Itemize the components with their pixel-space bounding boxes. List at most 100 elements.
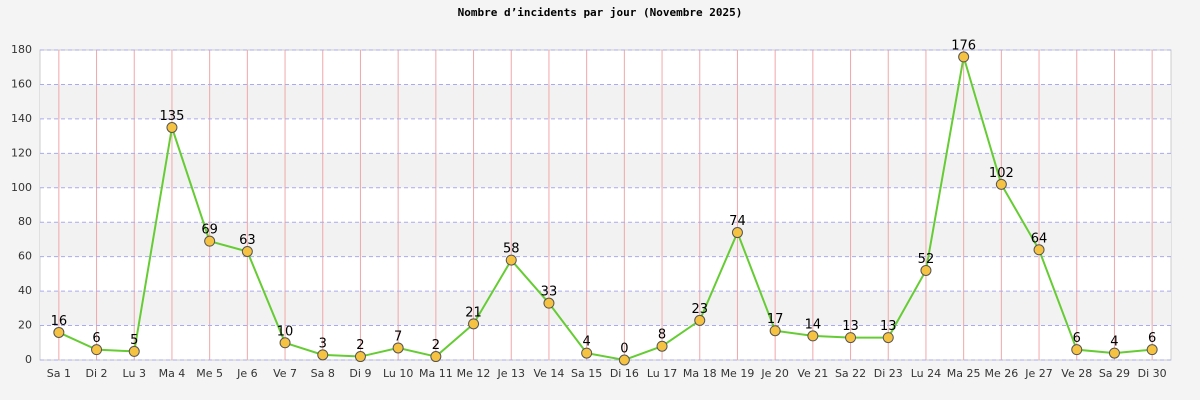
marker <box>1071 344 1083 356</box>
data-label: 7 <box>394 329 402 344</box>
data-label: 69 <box>201 223 218 238</box>
marker <box>1108 347 1120 359</box>
y-tick-label: 40 <box>18 284 32 297</box>
y-tick-label: 80 <box>18 215 32 228</box>
marker <box>1033 244 1045 256</box>
data-label: 2 <box>432 338 440 353</box>
y-tick-label: 160 <box>11 77 32 90</box>
x-tick-label: Di 16 <box>610 367 639 380</box>
chart-title: Nombre d’incidents par jour (Novembre 20… <box>458 6 743 19</box>
data-label: 17 <box>767 312 784 327</box>
y-tick-label: 100 <box>11 181 32 194</box>
data-label: 23 <box>691 302 708 317</box>
marker <box>656 340 668 352</box>
y-tick-label: 120 <box>11 146 32 159</box>
x-tick-label: Sa 8 <box>311 367 335 380</box>
x-tick-label: Ve 28 <box>1061 367 1092 380</box>
x-tick-label: Lu 3 <box>123 367 146 380</box>
data-label: 6 <box>92 331 100 346</box>
data-label: 8 <box>658 328 666 343</box>
x-tick-label: Ma 11 <box>419 367 453 380</box>
marker <box>581 347 593 359</box>
data-label: 4 <box>583 335 591 350</box>
y-tick-label: 140 <box>11 112 32 125</box>
data-label: 13 <box>880 319 897 334</box>
x-tick-label: Sa 1 <box>47 367 71 380</box>
y-tick-label: 0 <box>25 353 32 366</box>
y-tick-label: 180 <box>11 43 32 56</box>
marker <box>958 51 970 63</box>
marker <box>769 325 781 337</box>
data-label: 176 <box>951 38 976 53</box>
data-label: 6 <box>1148 331 1156 346</box>
data-label: 33 <box>541 285 558 300</box>
marker <box>392 342 404 354</box>
band <box>40 84 1171 119</box>
marker <box>505 254 517 266</box>
marker <box>317 349 329 361</box>
x-tick-label: Je 13 <box>496 367 525 380</box>
marker <box>354 351 366 363</box>
marker <box>694 314 706 326</box>
data-label: 10 <box>277 324 294 339</box>
data-label: 52 <box>918 252 935 267</box>
x-tick-label: Di 23 <box>874 367 903 380</box>
marker <box>618 354 630 366</box>
data-label: 21 <box>465 305 482 320</box>
marker <box>920 264 932 276</box>
marker <box>995 178 1007 190</box>
x-tick-label: Me 5 <box>196 367 223 380</box>
x-tick-label: Di 9 <box>349 367 371 380</box>
x-tick-label: Me 12 <box>457 367 491 380</box>
x-tick-label: Sa 29 <box>1099 367 1130 380</box>
x-tick-label: Sa 15 <box>571 367 602 380</box>
marker <box>731 227 743 239</box>
marker <box>468 318 480 330</box>
y-tick-label: 60 <box>18 250 32 263</box>
data-label: 102 <box>989 166 1014 181</box>
marker <box>91 344 103 356</box>
y-tick-label: 20 <box>18 319 32 332</box>
x-tick-label: Ve 21 <box>797 367 828 380</box>
x-tick-label: Di 2 <box>86 367 108 380</box>
marker <box>430 351 442 363</box>
x-tick-label: Lu 10 <box>383 367 413 380</box>
marker <box>204 235 216 247</box>
data-label: 64 <box>1031 231 1048 246</box>
marker <box>53 326 65 338</box>
marker <box>128 345 140 357</box>
data-label: 6 <box>1073 331 1081 346</box>
data-label: 135 <box>160 109 185 124</box>
x-tick-label: Sa 22 <box>835 367 866 380</box>
x-tick-label: Lu 24 <box>911 367 941 380</box>
data-label: 2 <box>356 338 364 353</box>
x-tick-label: Ve 7 <box>273 367 297 380</box>
x-tick-label: Je 20 <box>760 367 789 380</box>
data-label: 14 <box>805 317 822 332</box>
band <box>40 153 1171 188</box>
line <box>58 56 1153 362</box>
x-tick-label: Ma 18 <box>683 367 717 380</box>
data-label: 16 <box>51 314 68 329</box>
marker <box>543 297 555 309</box>
data-label: 58 <box>503 242 520 257</box>
marker <box>279 337 291 349</box>
data-label: 13 <box>842 319 859 334</box>
band <box>40 222 1171 257</box>
band <box>40 291 1171 326</box>
x-tick-label: Je 27 <box>1024 367 1053 380</box>
marker <box>241 246 253 257</box>
x-tick-label: Ma 25 <box>947 367 981 380</box>
marker <box>845 332 857 344</box>
x-tick-label: Me 26 <box>984 367 1018 380</box>
x-tick-label: Di 30 <box>1138 367 1167 380</box>
marker <box>807 330 819 342</box>
data-label: 74 <box>729 214 746 229</box>
data-label: 3 <box>319 336 327 351</box>
data-label: 5 <box>130 333 138 348</box>
marker <box>882 332 894 344</box>
data-label: 4 <box>1110 335 1118 350</box>
x-tick-label: Lu 17 <box>647 367 677 380</box>
x-tick-label: Me 19 <box>721 367 755 380</box>
